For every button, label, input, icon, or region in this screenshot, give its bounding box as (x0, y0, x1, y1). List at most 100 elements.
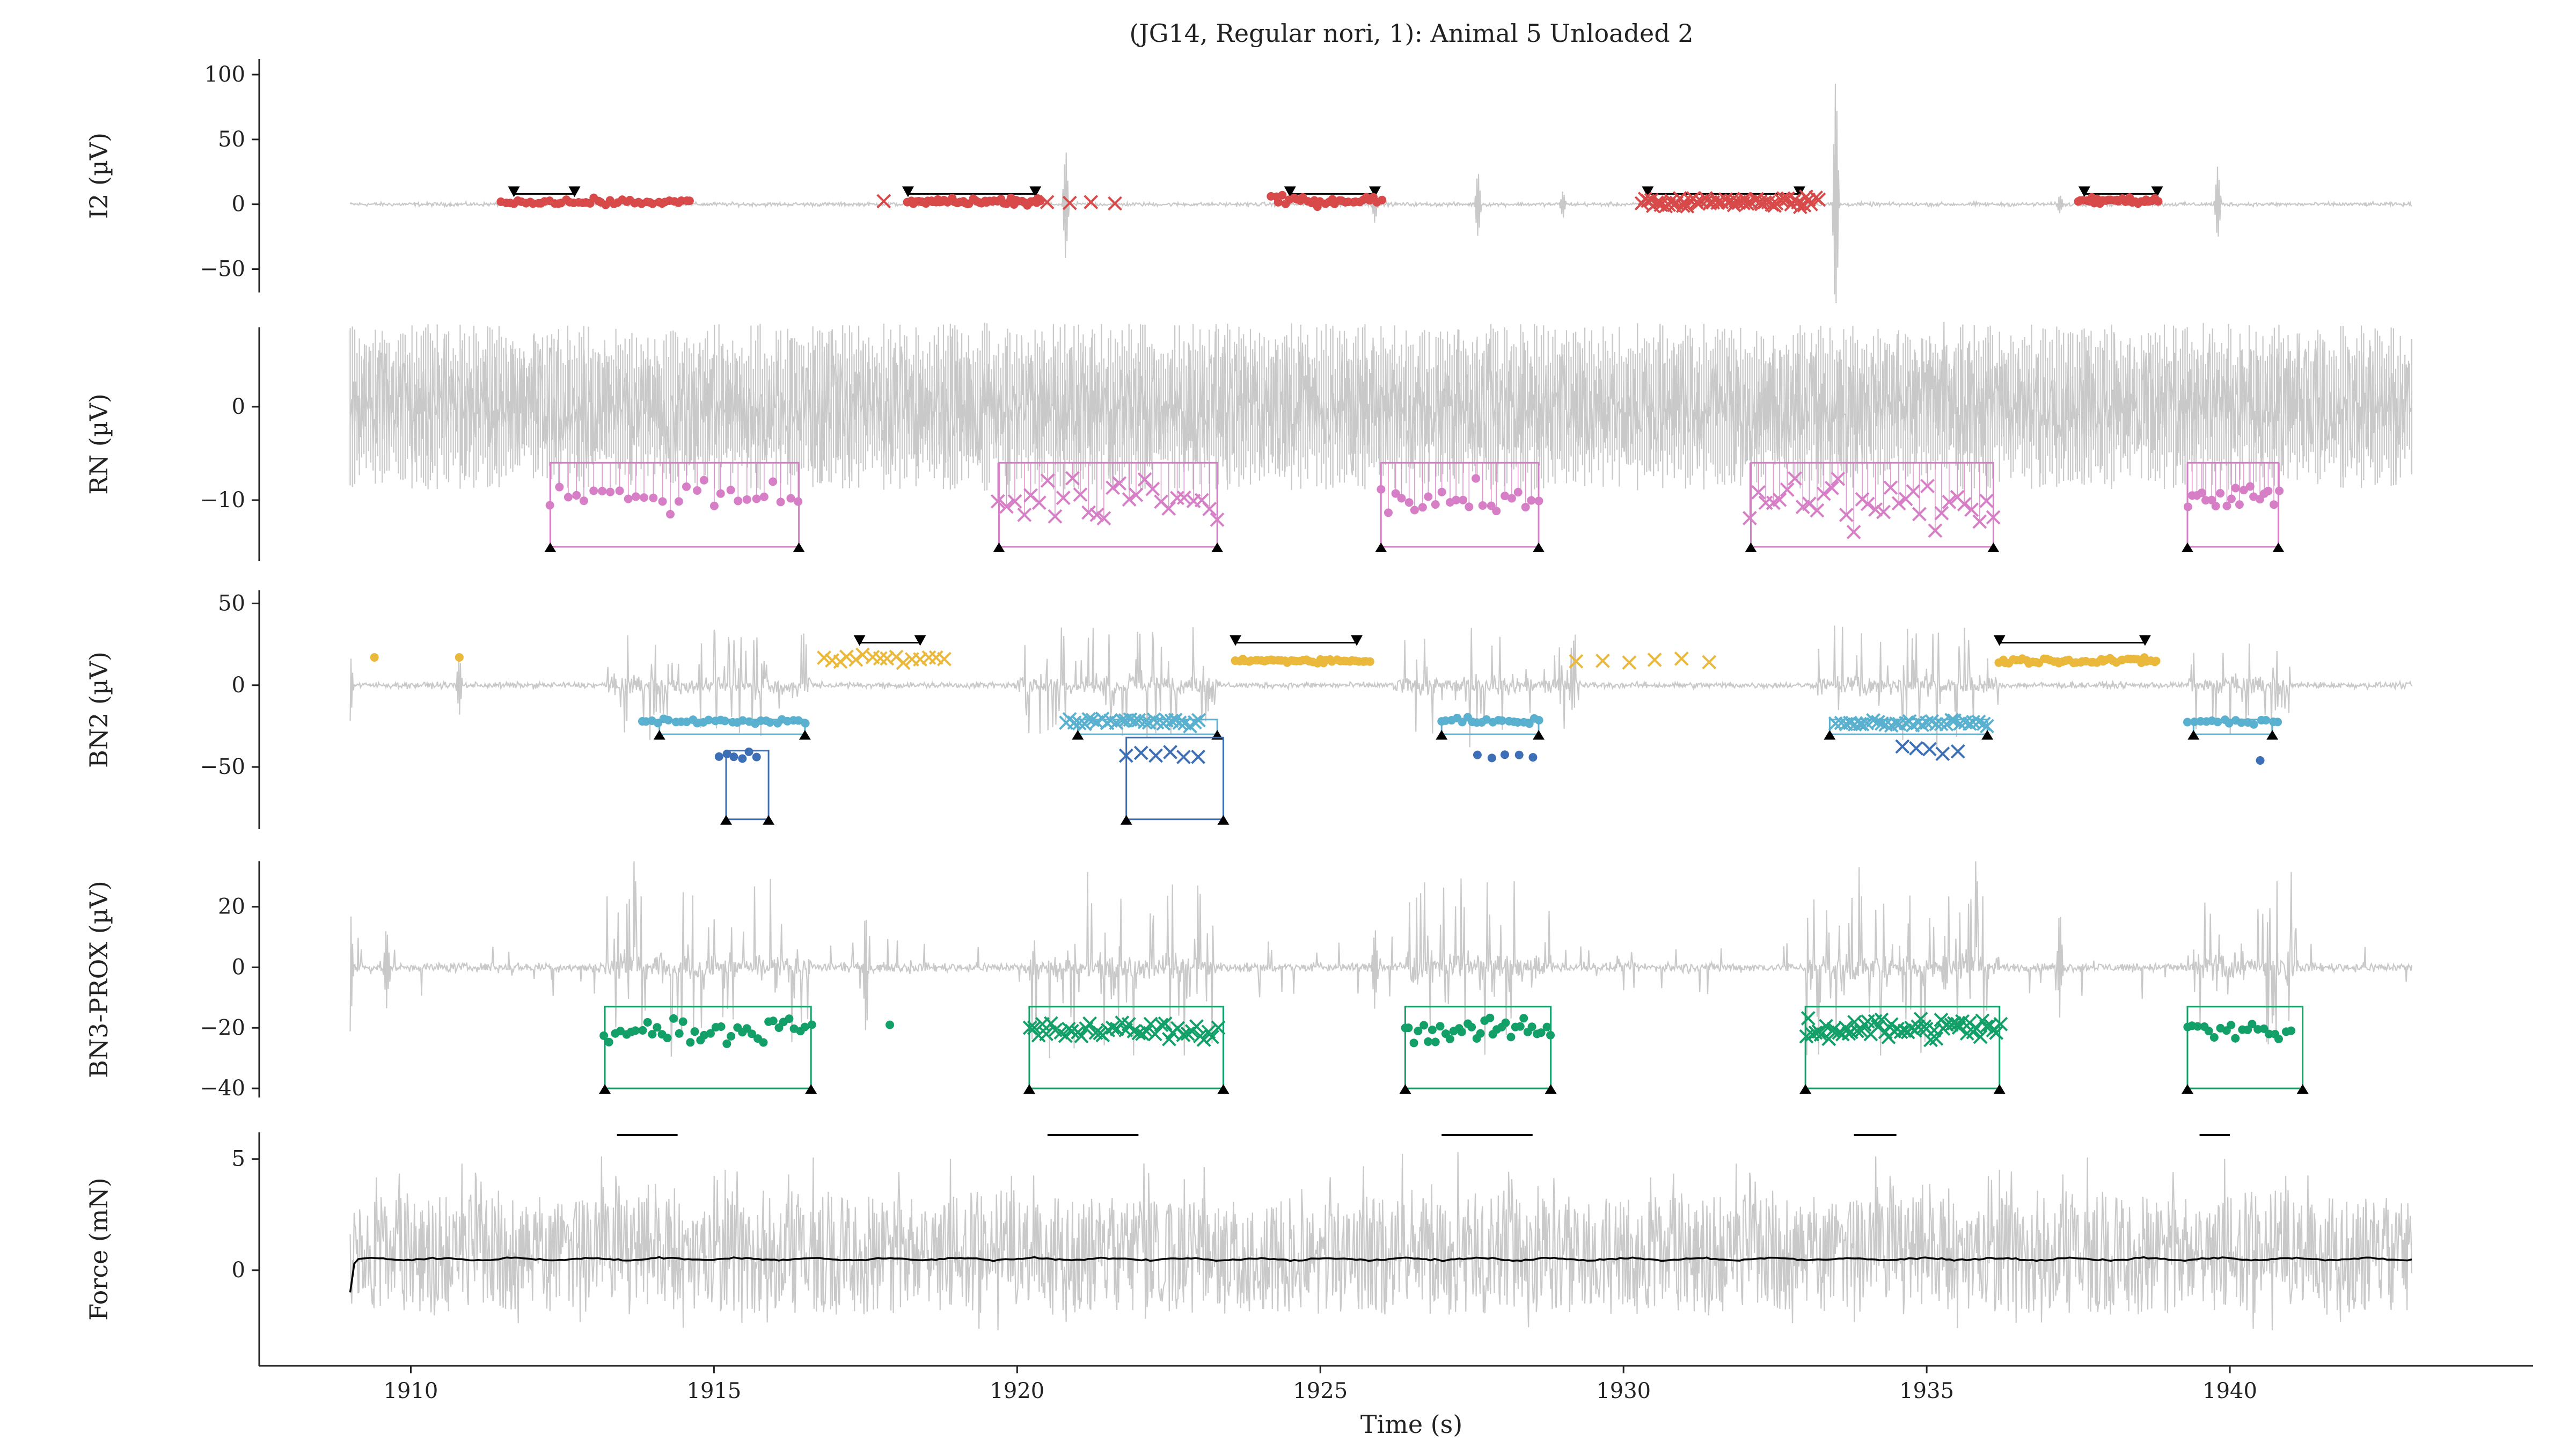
marker-rn-0-2 (564, 493, 573, 502)
marker-bn3-3-26 (1516, 1022, 1525, 1031)
marker-rn-0-14 (666, 510, 675, 519)
marker-bn3-0-0 (599, 1031, 609, 1040)
bracket-marker-bn3-4-1 (2296, 1084, 2309, 1094)
y-tick-label-i2-1: 0 (232, 192, 245, 217)
marker-group-i2-5 (1634, 189, 1826, 215)
marker-rn-4-17 (2264, 486, 2273, 495)
marker-bn2-10-15 (1513, 718, 1522, 727)
marker-bn2-7-2 (729, 752, 738, 762)
marker-i2-5-5 (1649, 195, 1664, 210)
marker-bn3-0-8 (643, 1018, 652, 1027)
marker-rn-2-21 (1521, 502, 1530, 511)
marker-bn2-9-2 (1148, 748, 1163, 763)
marker-rn-1-23 (1176, 490, 1191, 505)
raw-trace-bn3 (349, 861, 2413, 1059)
marker-rn-0-20 (716, 489, 725, 498)
marker-rn-2-15 (1478, 501, 1487, 510)
marker-bn3-3-8 (1436, 1022, 1445, 1031)
marker-rn-2-18 (1501, 492, 1510, 501)
bracket-marker-i2-1-1 (1029, 186, 1042, 197)
marker-i2-3-2 (1084, 195, 1099, 209)
marker-rn-4-6 (2211, 502, 2220, 511)
marker-bn2-7-0 (714, 752, 723, 761)
marker-group-bn2-0 (370, 653, 379, 662)
marker-rn-3-10 (1816, 486, 1831, 501)
marker-bn3-4-34 (1911, 1019, 1926, 1034)
marker-rn-1-6 (1040, 473, 1055, 488)
marker-group-bn2-6 (638, 714, 810, 728)
marker-rn-0-6 (598, 487, 607, 496)
marker-rn-0-15 (674, 497, 683, 506)
marker-rn-0-9 (624, 494, 633, 503)
marker-bn2-4-3 (1647, 652, 1662, 667)
x-tick-label-5: 1935 (1899, 1379, 1954, 1403)
marker-group-bn2-5 (1994, 653, 2161, 668)
marker-rn-0-8 (615, 486, 624, 495)
marker-rn-1-19 (1145, 481, 1160, 496)
marker-i2-0-47 (685, 196, 694, 206)
x-axis: 1910 1915 1920 1925 1930 1935 1940 (259, 1365, 2533, 1403)
marker-group-bn2-15 (2256, 756, 2265, 765)
marker-rn-0-24 (752, 494, 761, 503)
bracket-marker-i2-2-1 (1368, 186, 1381, 197)
marker-bn3-1-0 (885, 1020, 895, 1029)
marker-rn-3-32 (1979, 493, 1994, 508)
marker-bn2-8-5 (1081, 712, 1096, 727)
marker-group-i2-6 (2074, 193, 2163, 208)
x-axis-label: Time (s) (1360, 1410, 1462, 1439)
marker-group-bn2-11 (1473, 750, 1538, 763)
marker-bn3-3-13 (1457, 1027, 1466, 1036)
marker-bn2-13-1 (1909, 741, 1923, 756)
marker-bn3-3-3 (1414, 1027, 1423, 1036)
marker-bn2-15-0 (2256, 756, 2265, 765)
bracket-marker-bn3-2-0 (1399, 1084, 1411, 1094)
bracket-bn3-4 (2186, 1006, 2304, 1089)
y-tick-label-bn3-3: 20 (218, 895, 245, 919)
bracket-marker-i2-4-0 (2078, 186, 2090, 197)
marker-rn-2-13 (1465, 502, 1474, 511)
marker-rn-2-23 (1534, 496, 1543, 506)
bracket-marker-bn2-2-0 (1993, 635, 2006, 646)
marker-bn3-0-23 (722, 1039, 731, 1048)
bracket-bn2-6 (1125, 736, 1224, 821)
marker-rn-1-9 (1065, 471, 1080, 486)
marker-bn2-2-3 (839, 649, 854, 664)
marker-i2-3-1 (1062, 195, 1077, 210)
marker-bn3-3-2 (1409, 1038, 1418, 1048)
marker-group-bn2-10 (1437, 713, 1543, 728)
marker-group-bn2-9 (1118, 745, 1206, 764)
y-tick-label-rn-0: −10 (200, 488, 245, 513)
marker-bn3-0-17 (690, 1027, 699, 1036)
marker-rn-0-22 (734, 496, 743, 506)
bracket-marker-bn2-8-0 (1824, 730, 1836, 740)
marker-rn-0-28 (786, 494, 795, 503)
marker-bn3-4-35 (1913, 1012, 1928, 1027)
marker-rn-2-4 (1404, 498, 1414, 507)
bracket-marker-bn3-3-0 (1799, 1084, 1812, 1094)
marker-i2-5-45 (1765, 197, 1780, 212)
marker-bn2-14-11 (2249, 720, 2258, 729)
marker-group-rn-1 (990, 463, 1225, 527)
marker-rn-3-16 (1860, 496, 1875, 511)
marker-rn-0-29 (794, 497, 803, 506)
marker-bn3-4-38 (1923, 1033, 1938, 1048)
marker-bn3-4-55 (1979, 1019, 1994, 1034)
marker-bn3-4-53 (1973, 1029, 1988, 1044)
marker-bn3-0-28 (747, 1029, 756, 1038)
marker-bn3-5-2 (2193, 1022, 2202, 1031)
marker-bn3-3-7 (1431, 1037, 1440, 1046)
marker-group-bn2-4 (1569, 651, 1717, 670)
marker-rn-0-16 (682, 482, 691, 491)
marker-bn3-0-14 (675, 1029, 684, 1038)
bracket-marker-i2-2-0 (1284, 186, 1296, 197)
marker-bn3-2-42 (1205, 1029, 1219, 1044)
marker-bn3-4-40 (1929, 1031, 1944, 1046)
marker-bn2-12-9 (1870, 714, 1885, 729)
marker-bn3-2-4 (1039, 1027, 1053, 1042)
marker-rn-0-17 (693, 486, 702, 495)
bracket-rn-2 (1380, 462, 1540, 548)
marker-group-rn-4 (2183, 463, 2284, 511)
marker-rn-4-12 (2239, 486, 2248, 495)
y-tick-label-bn3-1: −20 (200, 1015, 245, 1040)
marker-bn3-5-12 (2248, 1020, 2257, 1029)
